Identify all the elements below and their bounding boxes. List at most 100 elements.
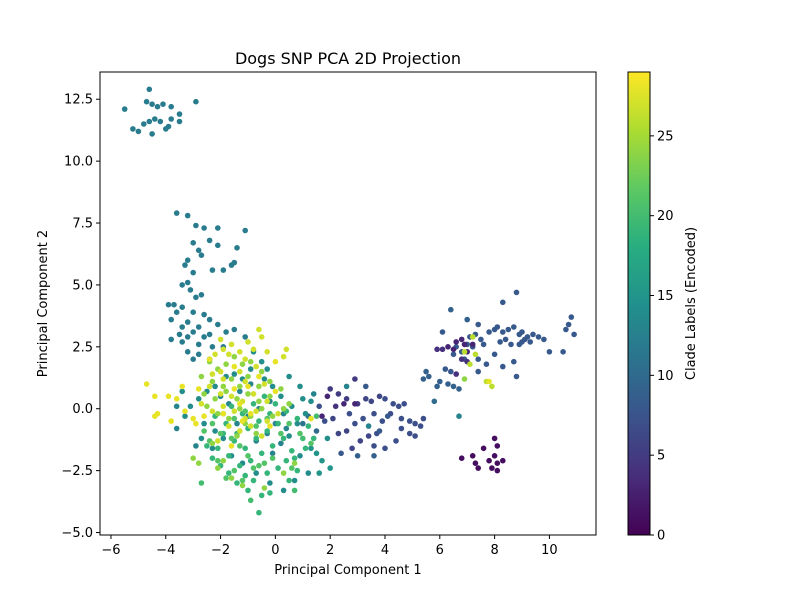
data-point (461, 376, 468, 382)
data-point (247, 497, 254, 504)
data-point (220, 410, 227, 417)
data-point (343, 383, 350, 390)
data-point (458, 356, 465, 363)
data-point (250, 391, 257, 397)
data-point (500, 363, 506, 370)
data-point (280, 353, 287, 360)
data-point (486, 378, 492, 385)
data-point (215, 438, 221, 444)
data-point (275, 465, 281, 471)
data-point (247, 410, 254, 417)
data-point (245, 453, 251, 459)
data-point (217, 368, 224, 375)
data-point (228, 341, 235, 348)
data-point (261, 393, 268, 400)
data-point (228, 435, 235, 442)
data-point (335, 430, 342, 437)
data-point (371, 410, 377, 417)
data-point (497, 339, 503, 345)
data-point (245, 391, 251, 397)
colorbar (627, 71, 651, 536)
data-point (209, 371, 216, 377)
data-point (450, 383, 457, 390)
data-point (494, 443, 501, 449)
data-point (302, 410, 309, 417)
data-point (434, 346, 440, 353)
data-point (245, 383, 251, 390)
data-point (253, 430, 259, 437)
data-point (242, 378, 248, 385)
data-point (239, 361, 246, 368)
data-point (453, 339, 460, 345)
data-point (193, 98, 199, 105)
data-point (256, 418, 262, 424)
data-point (256, 462, 262, 469)
data-point (420, 415, 427, 422)
data-point (149, 101, 155, 107)
data-point (237, 388, 243, 395)
data-point (261, 460, 268, 467)
data-point (280, 405, 287, 412)
data-point (190, 356, 196, 363)
data-point (568, 314, 575, 320)
y-tick-label: 5.0 (72, 278, 93, 293)
data-point (256, 326, 262, 333)
data-point (439, 329, 446, 335)
data-point (494, 460, 501, 467)
data-point (242, 408, 248, 415)
data-point (190, 240, 196, 246)
data-point (382, 396, 388, 402)
data-point (365, 423, 372, 429)
data-point (154, 103, 161, 110)
data-point (190, 415, 196, 422)
data-point (426, 373, 432, 380)
data-point (149, 131, 155, 137)
data-point (563, 326, 569, 333)
data-point (269, 413, 276, 420)
data-point (472, 351, 479, 358)
data-point (305, 470, 312, 476)
x-tick-label: 2 (326, 543, 334, 558)
data-point (206, 237, 213, 244)
data-point (406, 418, 413, 424)
data-point (182, 408, 188, 415)
data-point (289, 448, 295, 454)
data-point (264, 470, 271, 476)
data-point (223, 388, 229, 395)
data-point (253, 470, 259, 476)
data-point (237, 401, 243, 407)
data-point (165, 393, 172, 400)
data-point (215, 225, 221, 231)
colorbar-axis: 0 5 10 15 20 25 (650, 129, 674, 544)
chart-title: Dogs SNP PCA 2D Projection (235, 49, 461, 68)
data-point (300, 420, 306, 427)
data-point (458, 455, 465, 462)
data-point (319, 457, 325, 464)
data-point (256, 383, 262, 390)
data-point (431, 398, 438, 405)
data-point (228, 376, 235, 382)
data-point (141, 121, 147, 127)
data-point (439, 346, 446, 353)
data-point (354, 453, 361, 459)
data-point (475, 368, 482, 375)
colorbar-tick-label: 15 (657, 289, 674, 304)
data-point (209, 440, 216, 447)
data-point (390, 401, 397, 407)
data-point (469, 341, 476, 348)
colorbar-tick-label: 5 (657, 449, 665, 464)
data-point (269, 383, 276, 390)
data-point (434, 383, 440, 390)
data-point (231, 467, 238, 474)
data-point (269, 443, 276, 449)
data-point (179, 304, 185, 311)
data-point (226, 423, 232, 429)
data-point (256, 373, 262, 380)
data-point (201, 428, 207, 434)
data-point (193, 294, 199, 301)
data-point (316, 470, 323, 476)
data-point (253, 423, 259, 429)
data-point (412, 420, 418, 427)
data-point (171, 301, 177, 308)
